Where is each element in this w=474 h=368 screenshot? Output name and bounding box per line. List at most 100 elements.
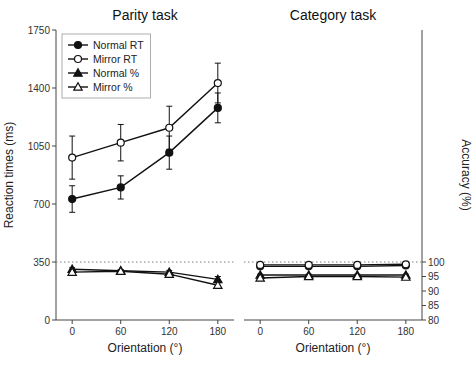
point — [69, 154, 76, 161]
x-tick-label: 180 — [397, 326, 414, 337]
x-tick — [405, 320, 406, 324]
y-tick — [52, 146, 56, 147]
y2-tick — [422, 291, 426, 292]
error-cap — [166, 106, 172, 107]
error-cap — [215, 122, 221, 123]
error-cap — [166, 169, 172, 170]
error-cap — [118, 124, 124, 125]
x-tick — [308, 320, 309, 324]
point — [402, 273, 410, 280]
error-cap — [69, 136, 75, 137]
point — [354, 261, 361, 268]
error-cap — [118, 199, 124, 200]
y-tick-label: 1050 — [28, 141, 51, 152]
point — [117, 184, 124, 191]
error-bar — [69, 186, 75, 213]
point — [214, 104, 221, 111]
series-line — [72, 108, 218, 199]
x-tick — [72, 320, 73, 324]
y2-tick — [422, 320, 426, 321]
error-bar — [215, 63, 221, 103]
x-tick — [217, 320, 218, 324]
y2-tick — [422, 276, 426, 277]
y-tick — [52, 320, 56, 321]
point — [402, 261, 409, 268]
error-cap — [166, 149, 172, 150]
y-axis-line — [56, 30, 57, 320]
y2-tick-label: 80 — [428, 315, 440, 326]
y-tick — [52, 262, 56, 263]
y-tick — [52, 204, 56, 205]
point — [165, 270, 173, 277]
series-line — [72, 269, 218, 279]
x-axis-line — [244, 320, 422, 321]
series-line — [260, 265, 406, 267]
title: Category task — [290, 7, 377, 23]
point — [214, 80, 221, 87]
title: Parity task — [112, 7, 178, 23]
series-line — [72, 271, 218, 285]
panel: 060120180Orientation (°)80859095100Accur… — [244, 7, 473, 355]
y-tick-label: 350 — [33, 257, 50, 268]
x-axis-label: Orientation (°) — [296, 341, 371, 355]
point — [256, 274, 264, 281]
error-cap — [69, 179, 75, 180]
series-line — [260, 274, 406, 275]
error-cap — [215, 63, 221, 64]
y2-tick-label: 90 — [428, 286, 440, 297]
x-tick — [120, 320, 121, 324]
y-tick-label: 1750 — [28, 25, 51, 36]
y-tick-label: 1400 — [28, 83, 51, 94]
x-tick-label: 0 — [257, 326, 263, 337]
point — [166, 124, 173, 131]
error-bar — [69, 136, 75, 179]
point — [68, 268, 76, 275]
point — [257, 261, 264, 268]
x-tick-label: 60 — [303, 326, 315, 337]
y-tick-label: 0 — [44, 315, 50, 326]
point — [353, 272, 361, 279]
error-bar — [118, 176, 124, 199]
x-tick-label: 60 — [115, 326, 127, 337]
x-axis-line — [56, 320, 234, 321]
error-cap — [69, 185, 75, 186]
point — [69, 196, 76, 203]
error-bar — [118, 124, 124, 160]
error-bar — [166, 106, 172, 149]
plot-area — [244, 261, 422, 281]
series-line — [260, 264, 406, 266]
y2-tick-label: 100 — [428, 257, 445, 268]
error-cap — [69, 212, 75, 213]
y2-tick — [422, 305, 426, 306]
point — [117, 267, 125, 274]
chart: 0 60 120 180 Orientation (°) 0 350 700 1050 1400 1… — [0, 0, 474, 368]
series-line — [260, 277, 406, 278]
legend-box — [62, 34, 151, 98]
x-tick-label: 120 — [161, 326, 178, 337]
legend-label: Mirror % — [93, 81, 133, 93]
legend-label: Normal % — [93, 67, 139, 79]
legend-marker — [75, 56, 82, 63]
y-tick — [52, 88, 56, 89]
legend-marker — [74, 83, 82, 90]
x-tick — [260, 320, 261, 324]
legend-label: Mirror RT — [93, 53, 138, 65]
point — [166, 149, 173, 156]
x-tick-label: 180 — [209, 326, 226, 337]
point — [305, 261, 312, 268]
error-cap — [118, 175, 124, 176]
y-tick-label: 700 — [33, 199, 50, 210]
x-tick — [169, 320, 170, 324]
error-cap — [118, 160, 124, 161]
legend-items: Normal RTMirror RTNormal %Mirror % — [68, 39, 144, 93]
y2-tick — [422, 262, 426, 263]
point — [117, 267, 125, 274]
x-tick-label: 0 — [69, 326, 75, 337]
y2-tick-label: 85 — [428, 300, 440, 311]
x-tick-label: 120 — [349, 326, 366, 337]
point — [305, 272, 313, 279]
error-cap — [215, 102, 221, 103]
x-axis-label: Orientation (°) — [108, 341, 183, 355]
point — [214, 281, 222, 288]
y2-axis-label: Accuracy (%) — [459, 139, 473, 210]
